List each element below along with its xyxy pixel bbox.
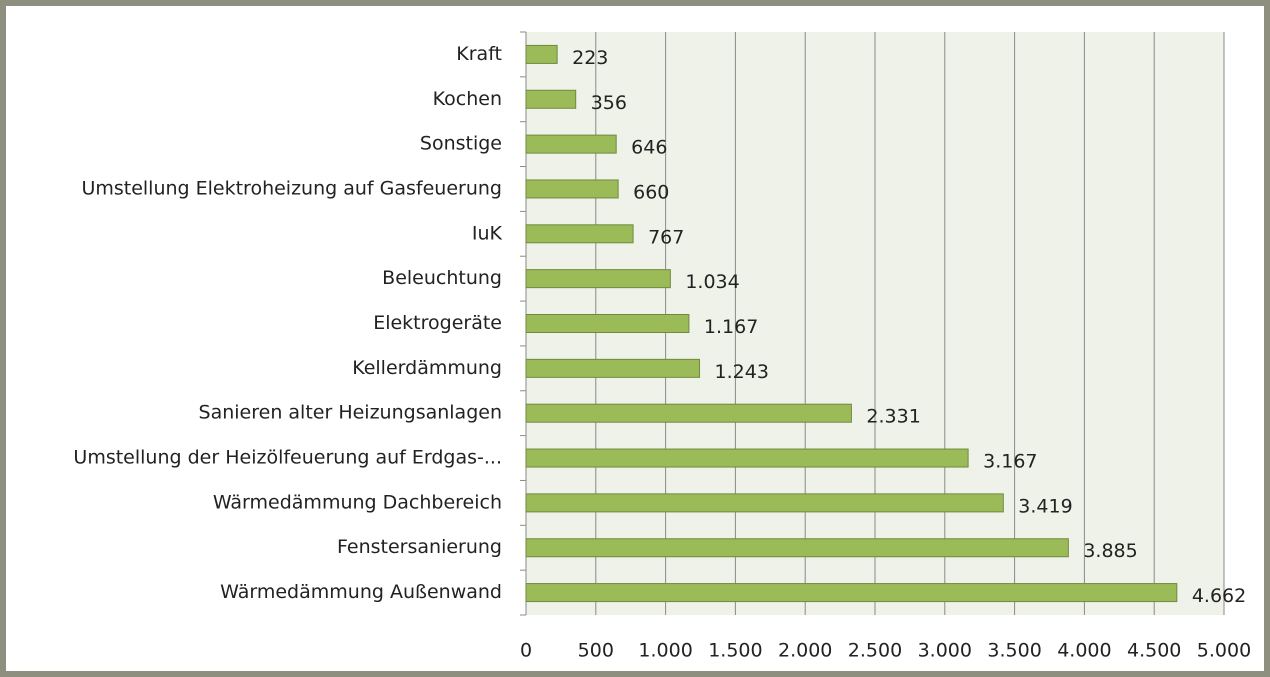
data-label: 1.243 [715, 361, 769, 383]
y-tick-label: Beleuchtung [382, 267, 502, 289]
y-tick-label: Kraft [456, 43, 502, 65]
bar [525, 44, 558, 64]
data-label: 3.419 [1018, 495, 1072, 517]
x-tick-label: 3.500 [987, 640, 1041, 662]
x-tick-label: 4.500 [1127, 640, 1181, 662]
bar [525, 583, 1178, 603]
data-label: 223 [572, 47, 608, 69]
x-tick-label: 0 [520, 640, 532, 662]
data-label: 1.167 [704, 316, 758, 338]
data-label: 660 [633, 181, 669, 203]
data-label: 3.167 [983, 451, 1037, 473]
data-label: 2.331 [866, 406, 920, 428]
y-tick-label: Umstellung Elektroheizung auf Gasfeuerun… [81, 177, 502, 199]
y-tick-label: Fenstersanierung [337, 536, 502, 558]
bar [525, 448, 969, 468]
bar [525, 538, 1069, 558]
y-tick-label: Kochen [433, 88, 502, 110]
y-tick-label: Sanieren alter Heizungsanlagen [199, 402, 502, 424]
x-tick-label: 5.000 [1197, 640, 1251, 662]
data-label: 767 [648, 226, 684, 248]
bar [525, 493, 1004, 513]
x-tick-label: 500 [578, 640, 614, 662]
y-tick-label: IuK [472, 222, 503, 244]
x-tick-label: 1.500 [708, 640, 762, 662]
y-tick-label: Kellerdämmung [352, 357, 502, 379]
bar [525, 89, 577, 109]
data-label: 3.885 [1083, 540, 1137, 562]
y-tick-label: Umstellung der Heizölfeuerung auf Erdgas… [73, 447, 502, 469]
bar [525, 269, 671, 289]
x-tick-label: 4.000 [1057, 640, 1111, 662]
y-tick-label: Wärmedämmung Außenwand [220, 581, 502, 603]
x-tick-label: 2.500 [848, 640, 902, 662]
bar [525, 358, 701, 378]
data-label: 646 [631, 137, 667, 159]
y-tick-label: Wärmedämmung Dachbereich [213, 491, 502, 513]
data-label: 356 [591, 92, 627, 114]
data-label: 4.662 [1192, 585, 1246, 607]
bar [525, 403, 852, 423]
data-label: 1.034 [685, 271, 739, 293]
x-tick-label: 3.000 [918, 640, 972, 662]
x-tick-label: 2.000 [778, 640, 832, 662]
bar [525, 179, 619, 199]
bar [525, 134, 617, 154]
y-tick-label: Sonstige [420, 133, 502, 155]
y-tick-label: Elektrogeräte [373, 312, 502, 334]
bar [525, 314, 690, 333]
x-tick-label: 1.000 [638, 640, 692, 662]
bar [525, 224, 634, 244]
